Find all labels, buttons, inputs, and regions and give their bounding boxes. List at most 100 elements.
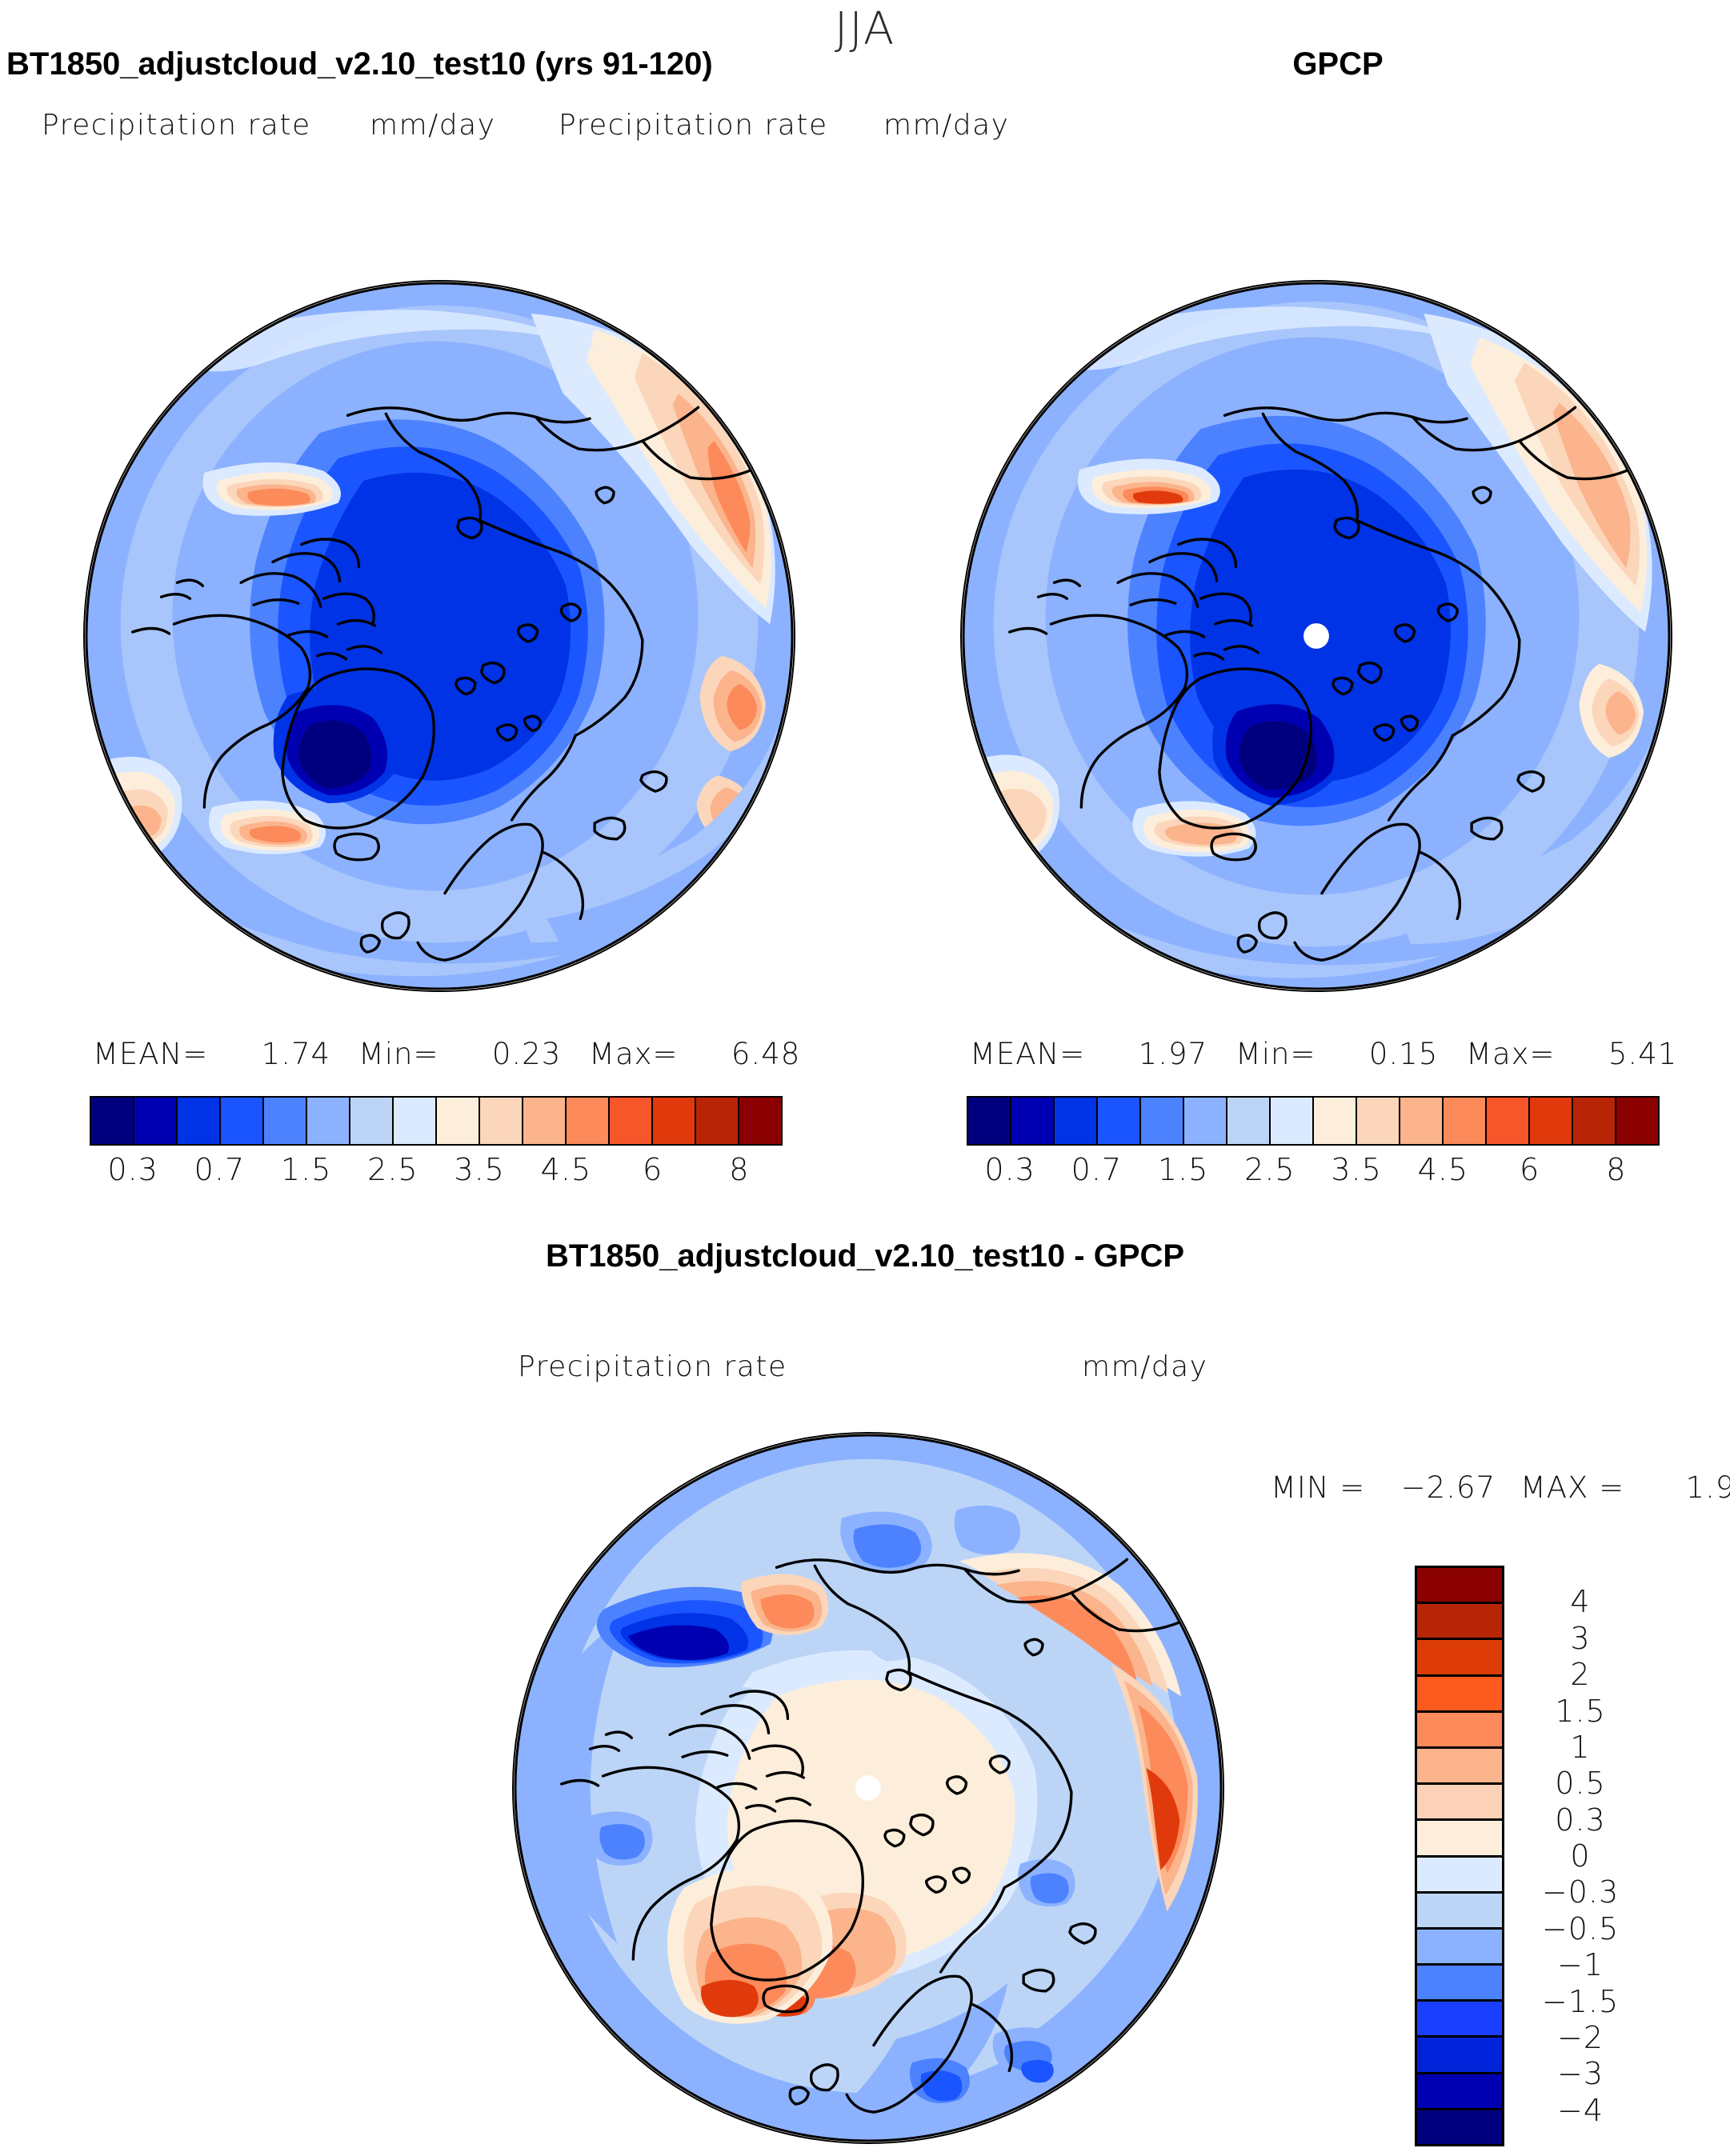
colorbar-tick-label: 3.5 [1331,1152,1382,1187]
colorbar-cell [1184,1098,1227,1144]
colorbar-tick-label: 3.5 [454,1152,505,1187]
colorbar-cell [1314,1098,1357,1144]
difference-colorbar-ticks: 4 3 2 1.5 1 0.5 0.3 0 −0.3 −0.5 −1 −1.5 −2 −3 −4 [1520,1566,1680,2146]
model-map-frame [85,282,794,990]
colorbar-tick-label: −0.3 [1541,1874,1620,1910]
difference-unit-label: mm/day [1082,1350,1208,1383]
colorbar-tick-label: 2 [1570,1657,1591,1693]
colorbar-tick-label: 0.7 [194,1152,246,1187]
season-title: JJA [834,3,896,55]
obs-map [960,280,1672,992]
colorbar-tick-label: 8 [1606,1152,1627,1187]
difference-map-svg [514,1434,1223,2142]
model-min-value: 0.23 [491,1037,562,1071]
obs-pole-data-gap [1304,623,1329,649]
colorbar-tick-label: −3 [1556,2056,1604,2092]
colorbar-cell [1417,1821,1502,1858]
model-max-value: 6.48 [731,1037,801,1071]
obs-map-frame [962,282,1671,990]
colorbar-cell [1098,1098,1141,1144]
colorbar-cell [1011,1098,1055,1144]
colorbar-tick-label: 1.5 [1555,1693,1606,1729]
model-map [83,280,795,992]
difference-variable-label: Precipitation rate [518,1350,787,1383]
colorbar-cell [1417,1929,1502,1966]
colorbar-cell [1417,2002,1502,2038]
model-colorbar: 0.3 0.7 1.5 2.5 3.5 4.5 6 8 [90,1096,783,1194]
colorbar-tick-label: 8 [729,1152,750,1187]
colorbar-cell [1055,1098,1098,1144]
obs-max-label: Max= [1466,1037,1556,1071]
colorbar-cell [1417,1857,1502,1894]
colorbar-tick-label: −0.5 [1541,1910,1620,1946]
colorbar-cell [1271,1098,1314,1144]
colorbar-cell [610,1098,653,1144]
colorbar-tick-label: 0 [1570,1838,1591,1874]
model-variable-label: Precipitation rate [42,109,311,142]
obs-map-svg [962,282,1671,990]
obs-colorbar-cells [967,1096,1660,1146]
obs-colorbar-ticks: 0.3 0.7 1.5 2.5 3.5 4.5 6 8 [967,1152,1660,1194]
obs-stats: MEAN= 1.97 Min= 0.15 Max= 5.41 [970,1037,1677,1071]
colorbar-cell [1530,1098,1573,1144]
colorbar-cell [1417,2074,1502,2110]
colorbar-cell [1357,1098,1400,1144]
model-unit-label: mm/day [370,109,496,142]
colorbar-cell [1444,1098,1487,1144]
colorbar-cell [1227,1098,1271,1144]
colorbar-cell [1400,1098,1444,1144]
colorbar-cell [1417,2038,1502,2074]
colorbar-cell [653,1098,696,1144]
colorbar-tick-label: −1 [1556,1947,1604,1983]
model-max-label: Max= [589,1037,679,1071]
obs-variable-label: Precipitation rate [559,109,828,142]
colorbar-tick-label: 1.5 [280,1152,332,1187]
obs-mean-label: MEAN= [970,1037,1086,1071]
obs-max-value: 5.41 [1608,1037,1678,1071]
colorbar-cell [1141,1098,1184,1144]
obs-min-value: 0.15 [1368,1037,1439,1071]
colorbar-tick-label: 0.7 [1071,1152,1123,1187]
obs-unit-label: mm/day [883,109,1010,142]
obs-min-label: Min= [1235,1037,1316,1071]
colorbar-cell [91,1098,134,1144]
colorbar-tick-label: 2.5 [367,1152,418,1187]
colorbar-tick-label: 0.3 [984,1152,1035,1187]
colorbar-cell [1487,1098,1530,1144]
colorbar-cell [968,1098,1011,1144]
colorbar-tick-label: −1.5 [1541,1983,1620,2019]
difference-colorbar [1415,1566,1504,2146]
model-mean-label: MEAN= [93,1037,209,1071]
model-mean-value: 1.74 [261,1037,331,1071]
colorbar-cell [1417,1604,1502,1641]
colorbar-cell [264,1098,307,1144]
difference-colorbar-cells [1415,1566,1504,2146]
difference-max-label: MAX = [1520,1470,1625,1505]
difference-panel-title: BT1850_adjustcloud_v2.10_test10 - GPCP [545,1238,1185,1274]
colorbar-cell [480,1098,523,1144]
colorbar-cell [1573,1098,1616,1144]
model-map-coastlines [131,406,754,962]
colorbar-tick-label: 3 [1570,1620,1591,1656]
colorbar-cell [1417,1640,1502,1677]
colorbar-cell [1417,1785,1502,1822]
model-map-svg [85,282,794,990]
model-stats: MEAN= 1.74 Min= 0.23 Max= 6.48 [93,1037,800,1071]
colorbar-cell [1417,1712,1502,1749]
model-panel-title: BT1850_adjustcloud_v2.10_test10 (yrs 91-… [6,46,713,82]
colorbar-tick-label: 6 [643,1152,663,1187]
colorbar-tick-label: 0.3 [1555,1802,1606,1838]
colorbar-tick-label: 0.5 [1555,1766,1606,1802]
colorbar-cell [1417,1966,1502,2002]
colorbar-tick-label: 4 [1570,1584,1591,1620]
obs-panel-title: GPCP [1292,46,1384,82]
difference-map [512,1432,1224,2144]
colorbar-cell [1417,1676,1502,1713]
colorbar-tick-label: 0.3 [107,1152,158,1187]
model-colorbar-ticks: 0.3 0.7 1.5 2.5 3.5 4.5 6 8 [90,1152,783,1194]
colorbar-cell [178,1098,221,1144]
colorbar-cell [739,1098,781,1144]
colorbar-tick-label: 4.5 [540,1152,592,1187]
colorbar-tick-label: 4.5 [1417,1152,1469,1187]
colorbar-cell [1616,1098,1658,1144]
